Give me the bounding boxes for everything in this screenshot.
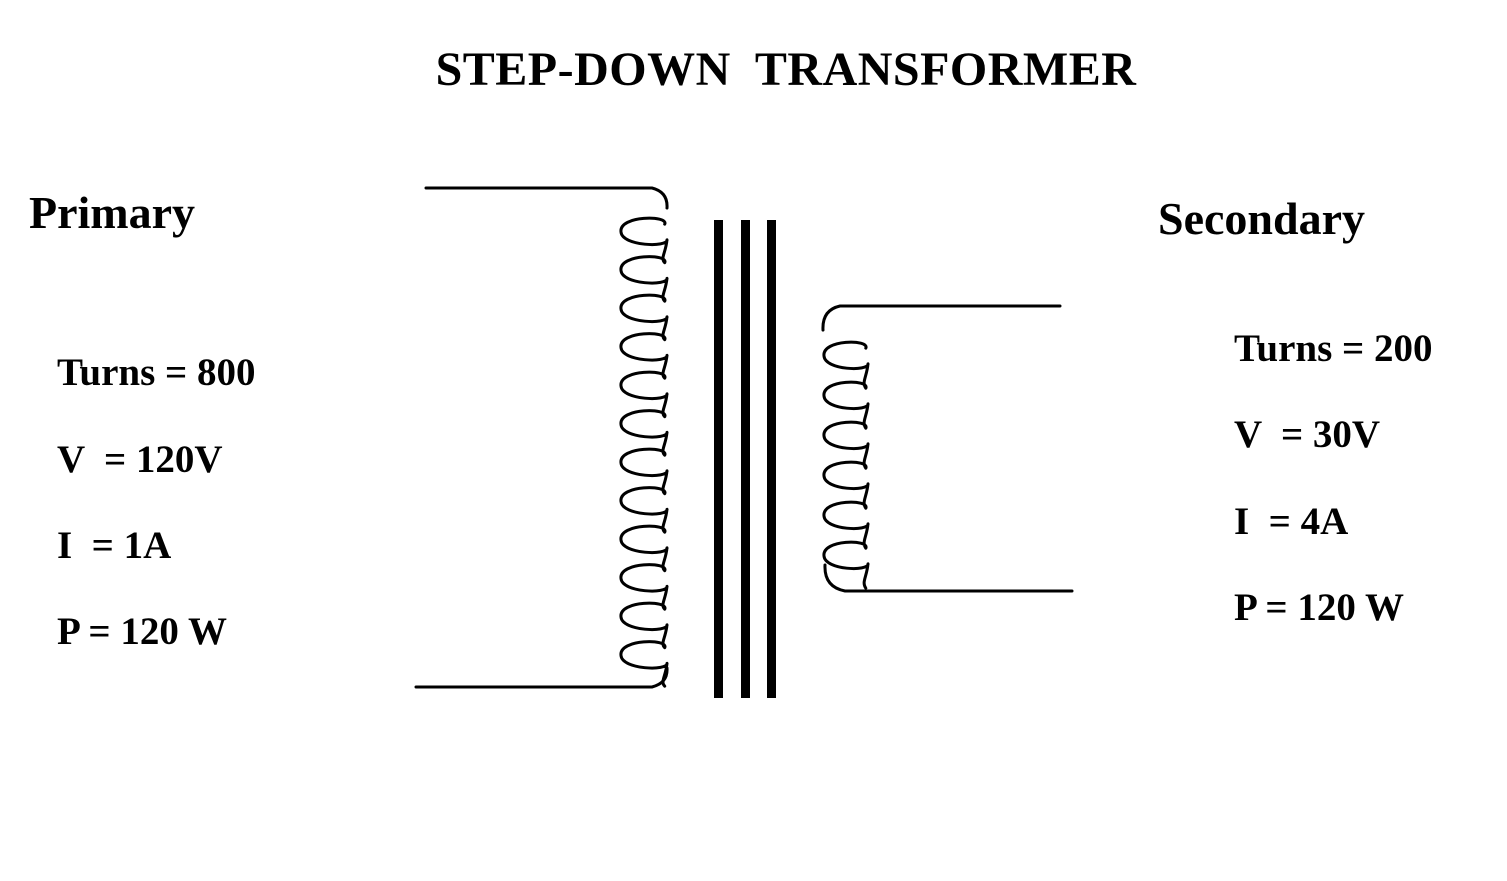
primary-label: Primary <box>29 187 196 238</box>
primary-coil <box>619 216 669 688</box>
primary-current: I = 1A <box>57 524 172 567</box>
secondary-current: I = 4A <box>1234 500 1349 543</box>
secondary-voltage: V = 30V <box>1234 413 1381 456</box>
secondary-bottom-lead <box>823 563 1074 593</box>
core-bar-1 <box>714 220 723 698</box>
diagram-title: STEP-DOWN TRANSFORMER <box>435 43 1137 96</box>
primary-power: P = 120 W <box>57 610 227 653</box>
core-bar-3 <box>767 220 776 698</box>
secondary-top-lead <box>821 304 1062 332</box>
primary-voltage: V = 120V <box>57 438 223 481</box>
secondary-turns: Turns = 200 <box>1234 327 1433 370</box>
primary-turns: Turns = 800 <box>57 351 256 394</box>
secondary-coil <box>822 340 870 590</box>
primary-top-lead <box>424 186 669 210</box>
primary-bottom-lead <box>414 666 669 689</box>
core-bar-2 <box>741 220 750 698</box>
secondary-power: P = 120 W <box>1234 586 1404 629</box>
secondary-label: Secondary <box>1158 193 1365 244</box>
